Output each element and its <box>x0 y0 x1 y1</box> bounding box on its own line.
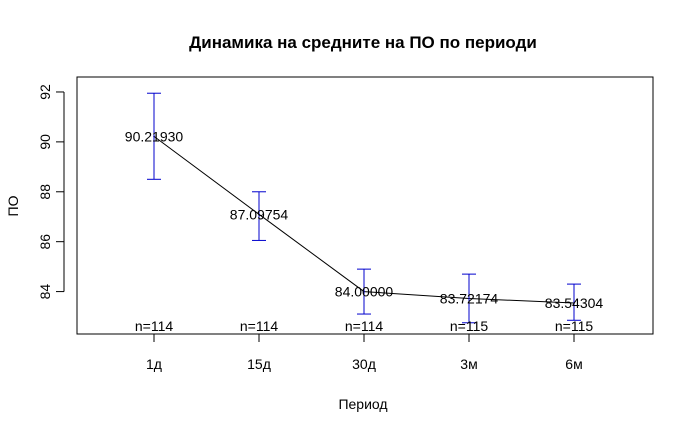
n-label: n=114 <box>345 318 383 334</box>
y-axis-label: ПО <box>5 195 21 216</box>
error-bar <box>357 268 371 315</box>
y-axis: 84 86 88 90 92 <box>37 84 65 300</box>
data-label: 84.00000 <box>335 284 394 300</box>
n-label: n=114 <box>135 318 173 334</box>
x-axis: 1д 15д 30д 3м 6м <box>146 333 583 372</box>
error-bar <box>147 92 161 180</box>
y-tick-label: 84 <box>37 284 53 300</box>
y-tick-label: 88 <box>37 184 53 200</box>
error-bar <box>252 191 266 241</box>
x-tick-label: 15д <box>247 356 271 372</box>
data-label: 83.54304 <box>545 295 604 311</box>
x-axis-label: Период <box>338 396 387 412</box>
n-label: n=115 <box>450 318 488 334</box>
data-labels: 90.21930 87.09754 84.00000 83.72174 83.54304 <box>125 128 604 311</box>
n-label: n=115 <box>555 318 593 334</box>
data-label: 87.09754 <box>230 206 289 222</box>
x-tick-label: 6м <box>565 356 582 372</box>
x-tick-label: 1д <box>146 356 162 372</box>
data-label: 90.21930 <box>125 128 184 144</box>
y-tick-label: 86 <box>37 234 53 250</box>
y-tick-label: 92 <box>37 84 53 100</box>
chart-title: Динамика на средните на ПО по периоди <box>189 33 537 52</box>
error-bar <box>567 283 581 321</box>
y-tick-label: 90 <box>37 134 53 150</box>
n-labels: n=114 n=114 n=114 n=115 n=115 <box>135 318 593 334</box>
x-tick-label: 30д <box>352 356 376 372</box>
error-bars <box>147 92 581 324</box>
error-bar <box>462 273 476 324</box>
data-label: 83.72174 <box>440 291 499 307</box>
n-label: n=114 <box>240 318 278 334</box>
x-tick-label: 3м <box>460 356 477 372</box>
